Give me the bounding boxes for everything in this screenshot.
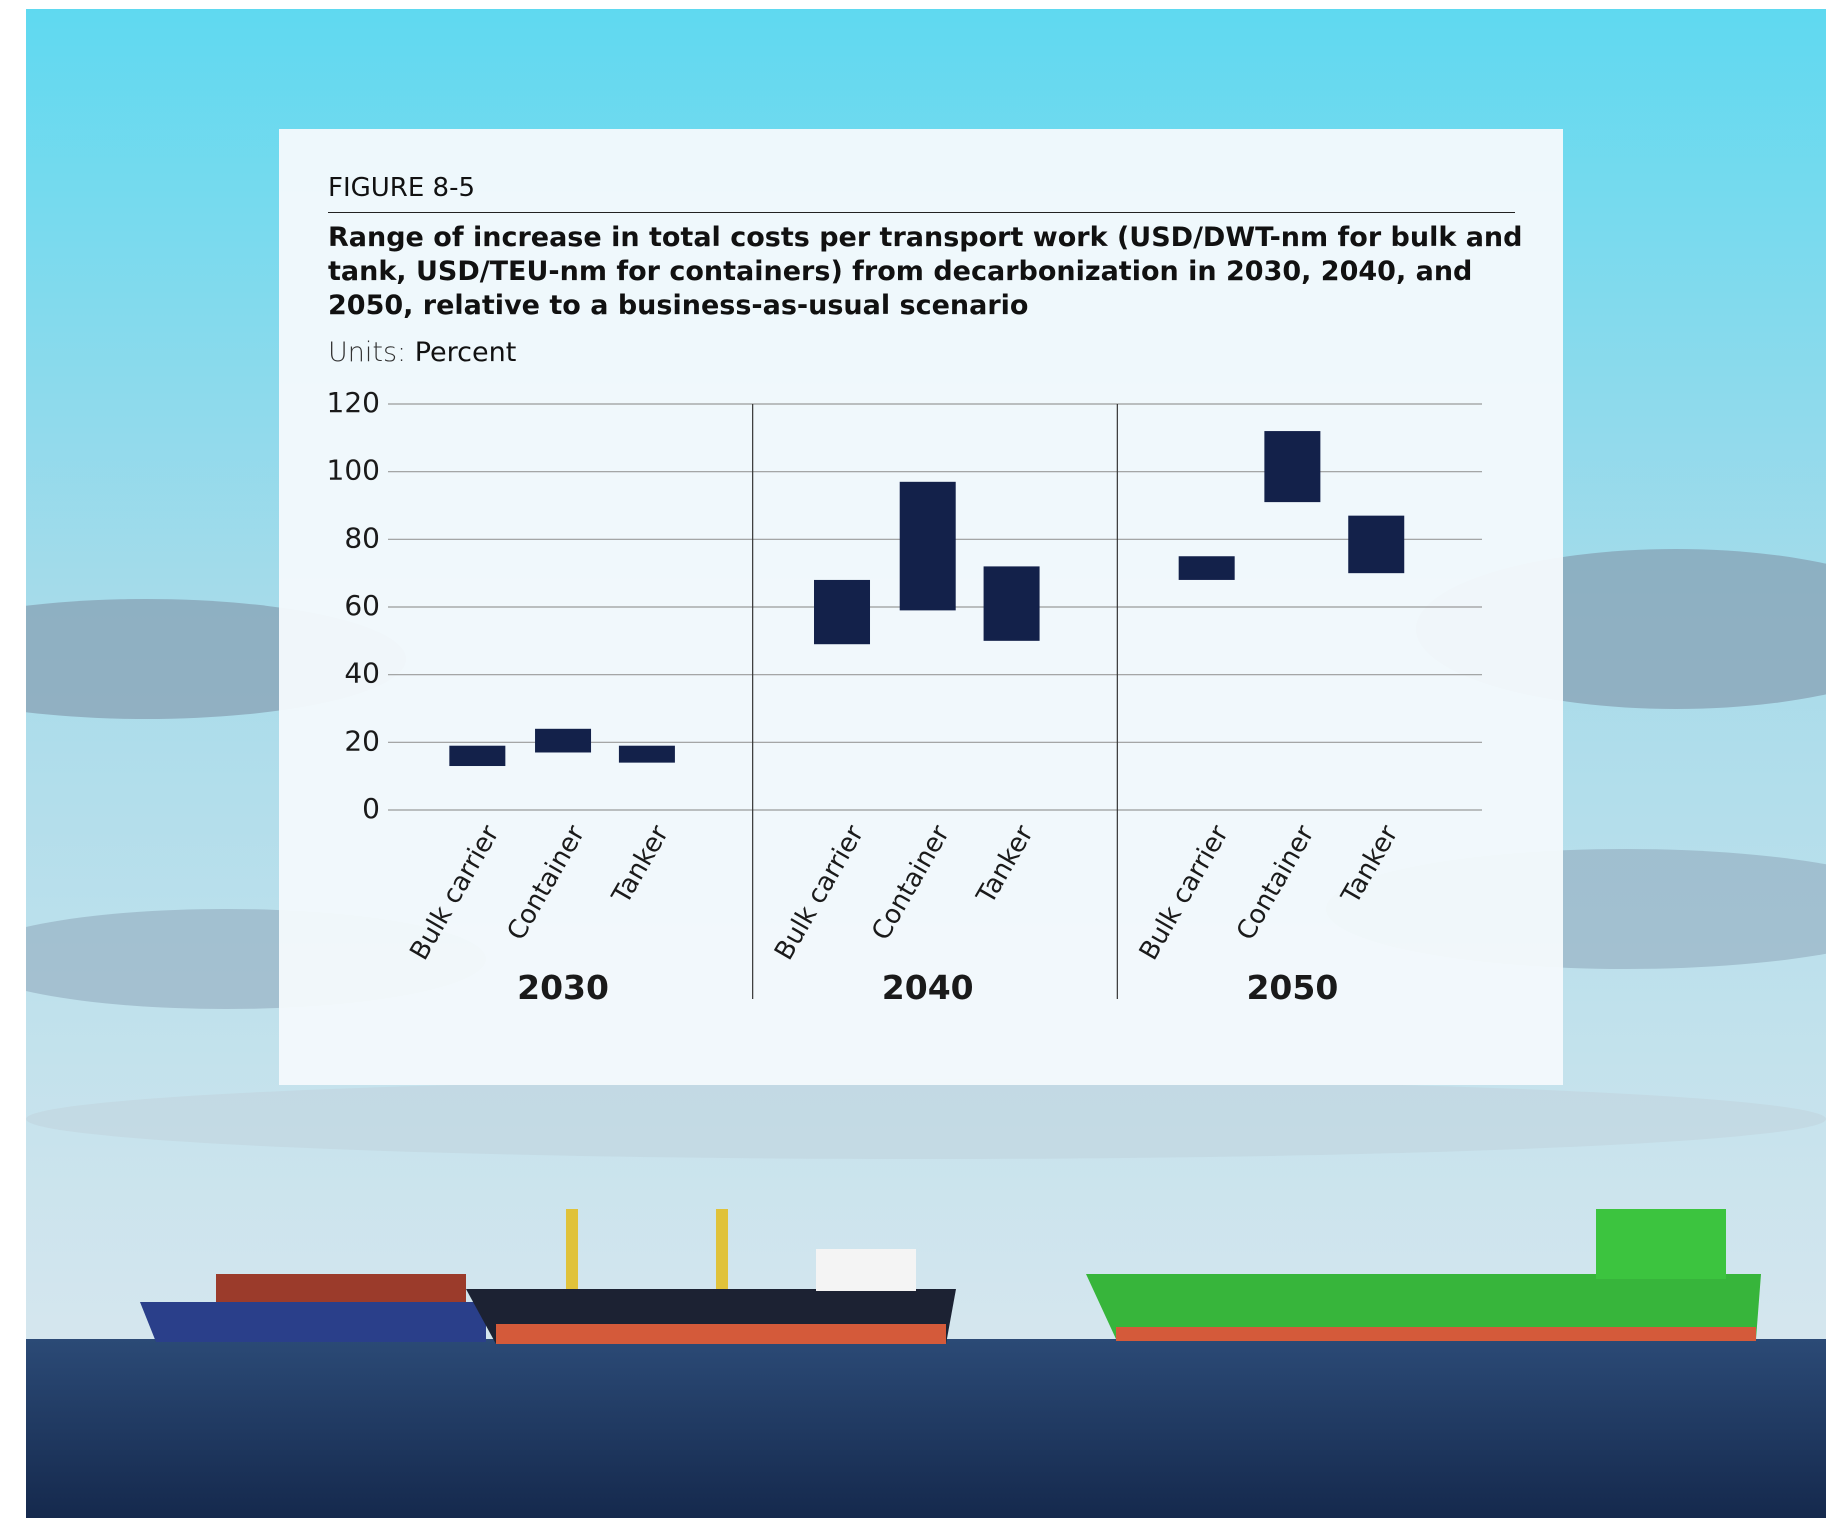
x-tick-label: Container <box>866 820 956 945</box>
x-tick-label: Bulk carrier <box>1134 820 1235 965</box>
y-tick-label: 80 <box>344 521 380 554</box>
group-label: 2030 <box>517 968 609 1007</box>
figure-label: FIGURE 8-5 <box>328 173 476 203</box>
x-tick-label: Bulk carrier <box>769 820 870 965</box>
y-tick-label: 120 <box>327 386 380 419</box>
y-tick-label: 60 <box>344 589 380 622</box>
x-tick-label: Container <box>1231 820 1321 945</box>
title-rule <box>328 212 1515 213</box>
y-tick-label: 0 <box>362 792 380 825</box>
x-tick-label: Tanker <box>606 820 675 910</box>
y-tick-label: 40 <box>344 657 380 690</box>
range-bar <box>1264 431 1321 503</box>
range-bar <box>618 745 675 763</box>
y-tick-label: 100 <box>327 454 380 487</box>
x-tick-label: Tanker <box>971 820 1040 910</box>
x-tick-label: Container <box>502 820 592 945</box>
units-label: Units: <box>328 337 407 368</box>
units-value: Percent <box>414 337 517 368</box>
x-tick-label: Bulk carrier <box>404 820 505 965</box>
chart-title: Range of increase in total costs per tra… <box>328 222 1523 321</box>
range-bar <box>449 745 506 767</box>
group-label: 2050 <box>1246 968 1338 1007</box>
range-bar <box>535 728 592 753</box>
range-bar <box>1178 556 1235 580</box>
y-tick-label: 20 <box>344 724 380 757</box>
units: Units: Percent <box>328 337 516 368</box>
range-bar <box>1348 515 1405 574</box>
range-bar <box>899 481 956 611</box>
x-tick-label: Tanker <box>1335 820 1404 910</box>
group-label: 2040 <box>882 968 974 1007</box>
range-bar <box>814 579 871 645</box>
range-bar <box>983 566 1040 641</box>
